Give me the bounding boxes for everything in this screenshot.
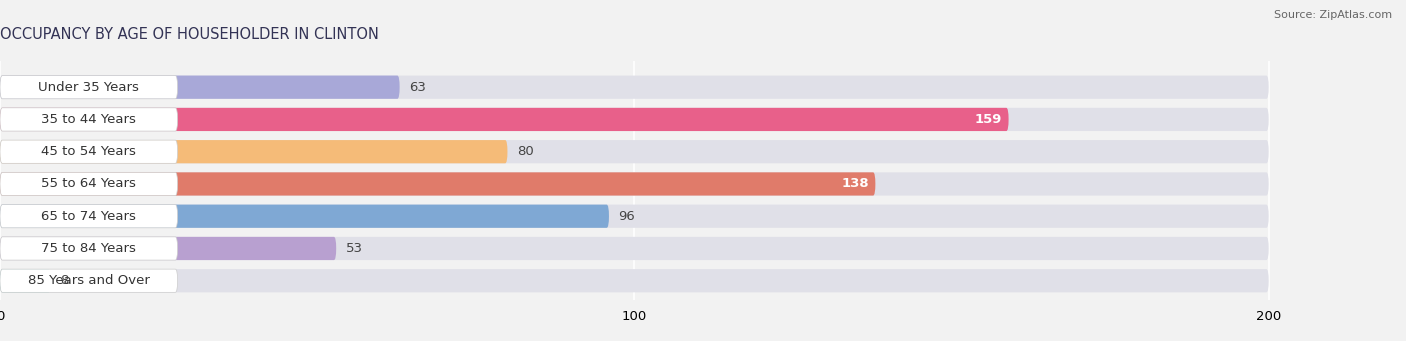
FancyBboxPatch shape [0,140,508,163]
Text: 63: 63 [409,81,426,94]
FancyBboxPatch shape [0,108,1268,131]
Text: 75 to 84 Years: 75 to 84 Years [41,242,136,255]
FancyBboxPatch shape [0,140,177,163]
FancyBboxPatch shape [0,172,1268,196]
Text: 53: 53 [346,242,363,255]
FancyBboxPatch shape [0,205,177,228]
Text: 65 to 74 Years: 65 to 74 Years [41,210,136,223]
FancyBboxPatch shape [0,108,1008,131]
FancyBboxPatch shape [0,108,177,131]
FancyBboxPatch shape [0,269,1268,292]
FancyBboxPatch shape [0,237,177,260]
Text: 85 Years and Over: 85 Years and Over [28,274,150,287]
Text: 80: 80 [517,145,534,158]
FancyBboxPatch shape [0,205,1268,228]
Text: 55 to 64 Years: 55 to 64 Years [41,177,136,191]
Text: 159: 159 [974,113,1002,126]
FancyBboxPatch shape [0,76,177,99]
FancyBboxPatch shape [0,76,399,99]
FancyBboxPatch shape [0,205,609,228]
Text: 35 to 44 Years: 35 to 44 Years [41,113,136,126]
Text: 8: 8 [60,274,69,287]
FancyBboxPatch shape [0,140,1268,163]
Text: 138: 138 [841,177,869,191]
Text: 45 to 54 Years: 45 to 54 Years [41,145,136,158]
Text: Under 35 Years: Under 35 Years [38,81,139,94]
FancyBboxPatch shape [0,172,876,196]
Text: OCCUPANCY BY AGE OF HOUSEHOLDER IN CLINTON: OCCUPANCY BY AGE OF HOUSEHOLDER IN CLINT… [0,27,378,42]
Text: 96: 96 [619,210,636,223]
FancyBboxPatch shape [0,237,336,260]
FancyBboxPatch shape [0,269,51,292]
FancyBboxPatch shape [0,76,1268,99]
FancyBboxPatch shape [0,237,1268,260]
FancyBboxPatch shape [0,269,177,292]
FancyBboxPatch shape [0,172,177,196]
Text: Source: ZipAtlas.com: Source: ZipAtlas.com [1274,10,1392,20]
